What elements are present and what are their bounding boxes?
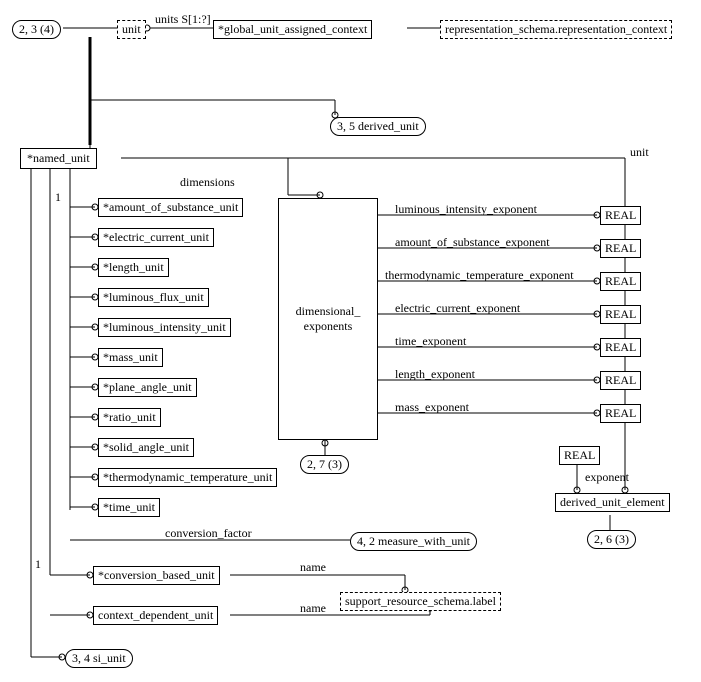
real-4: REAL: [600, 338, 641, 357]
real-3: REAL: [600, 305, 641, 324]
time-unit: *time_unit: [98, 498, 160, 517]
mass-unit: *mass_unit: [98, 348, 163, 367]
exp-label-1: amount_of_substance_exponent: [395, 235, 550, 250]
luminous-intensity-unit: *luminous_intensity_unit: [98, 318, 231, 337]
real-6: REAL: [600, 404, 641, 423]
exp-label-0: luminous_intensity_exponent: [395, 202, 537, 217]
luminous-flux-unit: *luminous_flux_unit: [98, 288, 209, 307]
dimensions-attr-label: dimensions: [180, 175, 235, 190]
ratio-unit: *ratio_unit: [98, 408, 161, 427]
real-1: REAL: [600, 239, 641, 258]
exp-label-5: length_exponent: [395, 367, 475, 382]
named-unit: *named_unit: [20, 148, 97, 169]
real-0: REAL: [600, 206, 641, 225]
exp-label-2: thermodynamic_temperature_exponent: [385, 268, 574, 283]
exp-label-4: time_exponent: [395, 334, 466, 349]
one-label-b: 1: [35, 557, 41, 572]
derived-unit-ref: 3, 5 derived_unit: [330, 117, 426, 136]
solid-angle-unit: *solid_angle_unit: [98, 438, 194, 457]
name-label-1: name: [300, 560, 326, 575]
representation-context-ref: representation_schema.representation_con…: [440, 20, 672, 39]
unit-attr-label: unit: [630, 145, 649, 160]
thermodynamic-temperature-unit: *thermodynamic_temperature_unit: [98, 468, 277, 487]
context-dependent-unit: context_dependent_unit: [93, 606, 218, 625]
real-2: REAL: [600, 272, 641, 291]
page-ref-273: 2, 7 (3): [300, 455, 349, 474]
units-cardinality-label: units S[1:?]: [155, 12, 211, 27]
conversion-factor-label: conversion_factor: [165, 526, 252, 541]
one-label-a: 1: [55, 190, 61, 205]
conversion-based-unit: *conversion_based_unit: [93, 566, 220, 585]
amount-of-substance-unit: *amount_of_substance_unit: [98, 198, 243, 217]
support-resource-schema-label: support_resource_schema.label: [340, 592, 501, 611]
global-unit-assigned-context: *global_unit_assigned_context: [213, 20, 372, 39]
exp-label-6: mass_exponent: [395, 400, 469, 415]
measure-with-unit-ref: 4, 2 measure_with_unit: [350, 532, 477, 551]
unit-select-box: unit: [117, 20, 146, 39]
electric-current-unit: *electric_current_unit: [98, 228, 214, 247]
dimensional-exponents: dimensional_ exponents: [278, 198, 378, 440]
derived-unit-element: derived_unit_element: [555, 493, 670, 512]
length-unit: *length_unit: [98, 258, 169, 277]
page-ref-263: 2, 6 (3): [587, 530, 636, 549]
si-unit-ref: 3, 4 si_unit: [65, 649, 133, 668]
name-label-2: name: [300, 601, 326, 616]
dimensional-exponents-label: dimensional_ exponents: [296, 304, 361, 334]
page-ref-234: 2, 3 (4): [12, 20, 61, 39]
real-exponent: REAL: [559, 446, 600, 465]
plane-angle-unit: *plane_angle_unit: [98, 378, 197, 397]
exponent-attr-label: exponent: [585, 470, 629, 485]
real-5: REAL: [600, 371, 641, 390]
exp-label-3: electric_current_exponent: [395, 301, 520, 316]
